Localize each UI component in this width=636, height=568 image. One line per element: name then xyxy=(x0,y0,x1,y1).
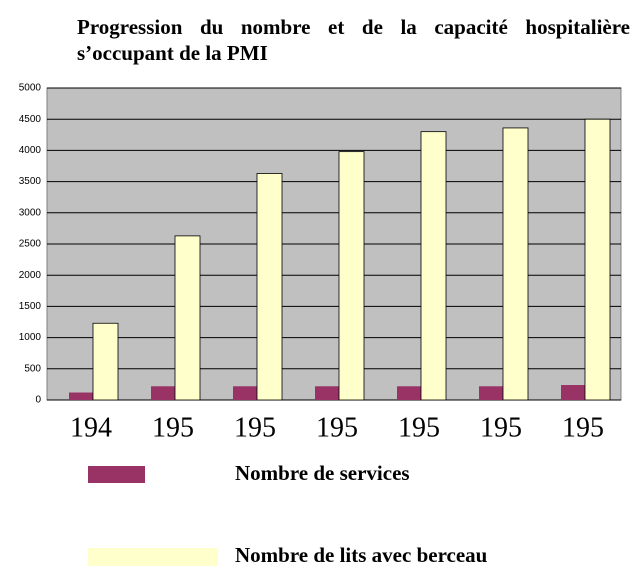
bar xyxy=(151,386,175,400)
bar xyxy=(92,322,119,401)
bar xyxy=(174,235,201,401)
y-tick-label: 1500 xyxy=(19,301,42,312)
legend-label: Nombre de lits avec berceau xyxy=(235,543,488,567)
chart-title: Progression du nombre et de la capacité … xyxy=(77,15,630,65)
x-tick-label: 195 xyxy=(234,412,276,443)
legend-swatch xyxy=(88,548,218,566)
y-tick-label: 1000 xyxy=(19,332,42,343)
y-tick-label: 5000 xyxy=(19,83,42,94)
y-tick-label: 4000 xyxy=(19,145,42,156)
y-tick-label: 3500 xyxy=(19,176,42,187)
bar xyxy=(420,131,447,401)
legend-swatch xyxy=(88,466,145,483)
x-tick-label: 195 xyxy=(562,412,604,443)
bar xyxy=(256,173,283,401)
bar xyxy=(479,386,503,400)
y-tick-label: 2500 xyxy=(19,239,42,250)
bar xyxy=(233,386,257,400)
y-tick-label: 4500 xyxy=(19,114,42,125)
bar xyxy=(338,151,365,401)
bar xyxy=(69,392,93,400)
bar xyxy=(561,385,585,400)
x-tick-label: 195 xyxy=(316,412,358,443)
y-tick-label: 2000 xyxy=(19,270,42,281)
y-tick-label: 500 xyxy=(24,363,41,374)
y-tick-label: 3000 xyxy=(19,207,42,218)
x-tick-label: 195 xyxy=(480,412,522,443)
legend-label: Nombre de services xyxy=(235,461,410,485)
bar xyxy=(584,118,611,401)
x-tick-label: 194 xyxy=(70,412,112,443)
y-tick-label: 0 xyxy=(35,395,41,406)
x-tick-label: 195 xyxy=(152,412,194,443)
bar xyxy=(502,127,529,401)
bar xyxy=(397,386,421,400)
x-tick-label: 195 xyxy=(398,412,440,443)
bar xyxy=(315,386,339,400)
